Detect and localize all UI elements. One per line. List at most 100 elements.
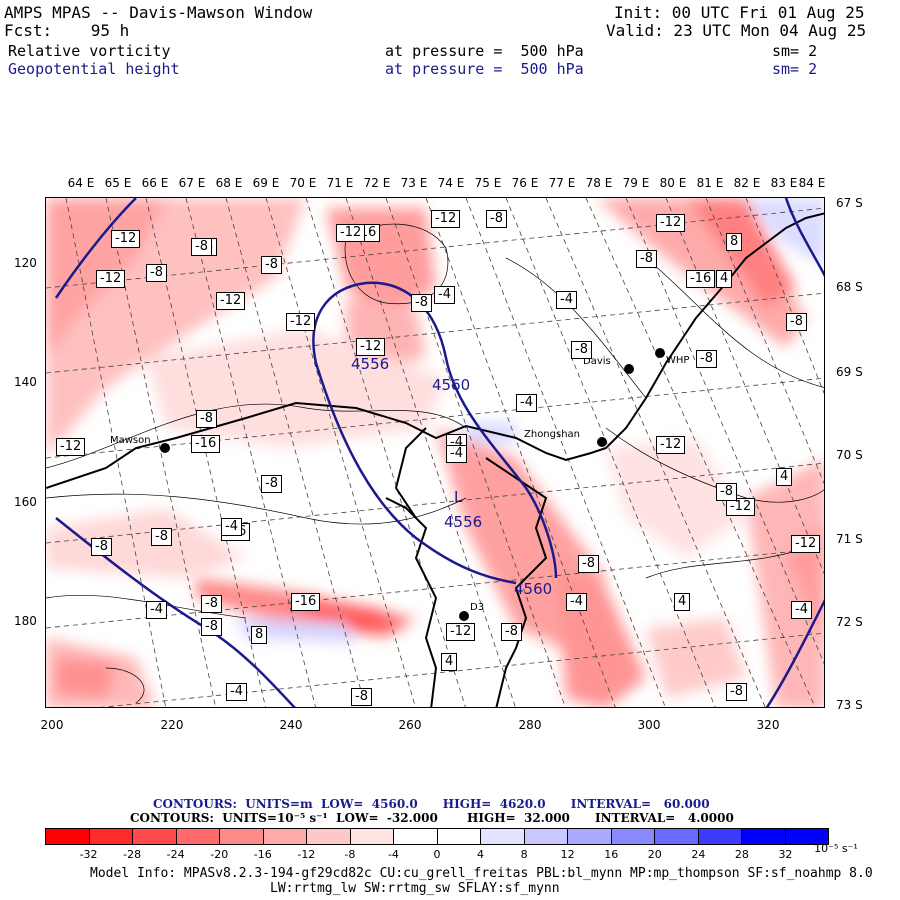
lon-label: 65 E	[104, 176, 132, 190]
vorticity-contour-label: -12	[446, 623, 476, 641]
color-bar-tick: -32	[79, 848, 98, 861]
vorticity-contour-label: -4	[446, 445, 467, 463]
field1-level: at pressure = 500 hPa	[385, 42, 584, 60]
height-label: 4556	[351, 355, 390, 373]
vorticity-contour-label: -4	[226, 683, 247, 701]
y-tick-label: 160	[14, 495, 37, 509]
color-bar-tick: 0	[433, 848, 441, 861]
lon-label: 72 E	[363, 176, 391, 190]
lon-label: 83 E	[770, 176, 798, 190]
vorticity-contour-label: -4	[221, 518, 242, 536]
color-bar-box	[437, 829, 481, 844]
lon-label: 75 E	[474, 176, 502, 190]
lat-label: 72 S	[836, 615, 863, 629]
vorticity-contour-label: -8	[146, 264, 167, 282]
vorticity-contour-label: -12	[56, 438, 86, 456]
x-tick-label: 220	[160, 718, 184, 732]
vorticity-contour-label: -8	[486, 210, 507, 228]
map-panel[interactable]: Mawson Zhongshan Davis WHP D3 4556 4560 …	[45, 197, 825, 708]
vorticity-contour-label: -4	[146, 601, 167, 619]
place-zhongshan: Zhongshan	[524, 429, 581, 440]
vorticity-contour-label: -12	[216, 292, 246, 310]
height-contour-info: CONTOURS: UNITS=m LOW= 4560.0 HIGH= 4620…	[153, 797, 710, 811]
vorticity-contour-label: -16	[686, 270, 716, 288]
vorticity-contour-label: -8	[261, 475, 282, 493]
color-bar-box	[568, 829, 612, 844]
vorticity-contour-label: -8	[571, 341, 592, 359]
color-bar-tick: 4	[477, 848, 485, 861]
lon-label: 84 E	[798, 176, 826, 190]
x-tick-label: 240	[279, 718, 303, 732]
lon-label: 81 E	[696, 176, 724, 190]
lat-label: 67 S	[836, 196, 863, 210]
x-tick-label: 280	[518, 718, 542, 732]
color-bar-tick: -4	[387, 848, 399, 861]
place-whp: WHP	[666, 355, 690, 366]
color-bar-box	[46, 829, 90, 844]
vorticity-contour-label: -8	[91, 538, 112, 556]
vorticity-contour-label: -12	[656, 436, 686, 454]
color-bar-box	[742, 829, 786, 844]
vorticity-contour-label: -8	[351, 688, 372, 706]
lon-label: 68 E	[215, 176, 243, 190]
init-time: Init: 00 UTC Fri 01 Aug 25	[614, 3, 865, 22]
lon-label: 70 E	[289, 176, 317, 190]
top-longitude-axis: 64 E 65 E 66 E 67 E 68 E 69 E 70 E 71 E …	[0, 176, 900, 192]
lon-label: 69 E	[252, 176, 280, 190]
field2-name: Geopotential height	[8, 60, 180, 78]
color-bar-tick: -20	[210, 848, 229, 861]
color-bar-box	[176, 829, 220, 844]
vorticity-contour-label: -8	[151, 528, 172, 546]
vorticity-contour-label: -8	[191, 238, 212, 256]
vorticity-contour-label: -4	[556, 291, 577, 309]
color-bar-box	[133, 829, 177, 844]
vorticity-contour-label: -8	[716, 483, 737, 501]
color-bar-tick: 8	[520, 848, 528, 861]
height-low-marker: L	[454, 488, 463, 506]
color-bar-tick: -8	[344, 848, 356, 861]
lat-label: 69 S	[836, 365, 863, 379]
vorticity-contour-label: -12	[431, 210, 461, 228]
height-label: 4556	[444, 513, 483, 531]
height-label: 4560	[432, 376, 471, 394]
lon-label: 79 E	[622, 176, 650, 190]
color-bar-tick: -24	[166, 848, 185, 861]
color-bar-tick: 20	[647, 848, 662, 861]
vorticity-contour-label: 4	[674, 593, 691, 611]
color-bar-tick: 12	[560, 848, 575, 861]
y-tick-label: 140	[14, 375, 37, 389]
vorticity-contour-label: -12	[96, 270, 126, 288]
color-bar-box	[220, 829, 264, 844]
field2-smooth: sm= 2	[772, 60, 818, 78]
color-bar-box	[394, 829, 438, 844]
y-tick-label: 120	[14, 256, 37, 270]
color-bar-box	[481, 829, 525, 844]
vorticity-contour-label: -12	[111, 230, 141, 248]
vorticity-contour-label: -12	[791, 535, 821, 553]
lat-label: 68 S	[836, 280, 863, 294]
lon-label: 76 E	[511, 176, 539, 190]
lon-label: 80 E	[659, 176, 687, 190]
color-bar-tick: 24	[691, 848, 706, 861]
place-d3: D3	[470, 602, 485, 613]
lon-label: 78 E	[585, 176, 613, 190]
x-tick-label: 300	[637, 718, 661, 732]
vorticity-contour-label: -8	[196, 410, 217, 428]
vorticity-contour-label: 8	[726, 233, 743, 251]
vorticity-contour-label: -8	[726, 683, 747, 701]
plot-title: AMPS MPAS -- Davis-Mawson Window	[4, 3, 313, 22]
lat-label: 71 S	[836, 532, 863, 546]
vorticity-contour-info: CONTOURS: UNITS=10⁻⁵ s⁻¹ LOW= -32.000 HI…	[130, 811, 734, 825]
station-markers	[160, 348, 665, 621]
color-bar-box	[785, 829, 828, 844]
color-bar-tick: -12	[297, 848, 316, 861]
lon-label: 74 E	[437, 176, 465, 190]
color-bar-box	[524, 829, 568, 844]
vorticity-contour-label: -12	[656, 214, 686, 232]
vorticity-contour-label: -8	[411, 294, 432, 312]
vorticity-contour-label: -12	[286, 313, 316, 331]
x-tick-label: 200	[40, 718, 64, 732]
color-bar-tick: 28	[734, 848, 749, 861]
lon-label: 82 E	[733, 176, 761, 190]
model-info-line2: LW:rrtmg_lw SW:rrtmg_sw SFLAY:sf_mynn	[270, 881, 560, 896]
